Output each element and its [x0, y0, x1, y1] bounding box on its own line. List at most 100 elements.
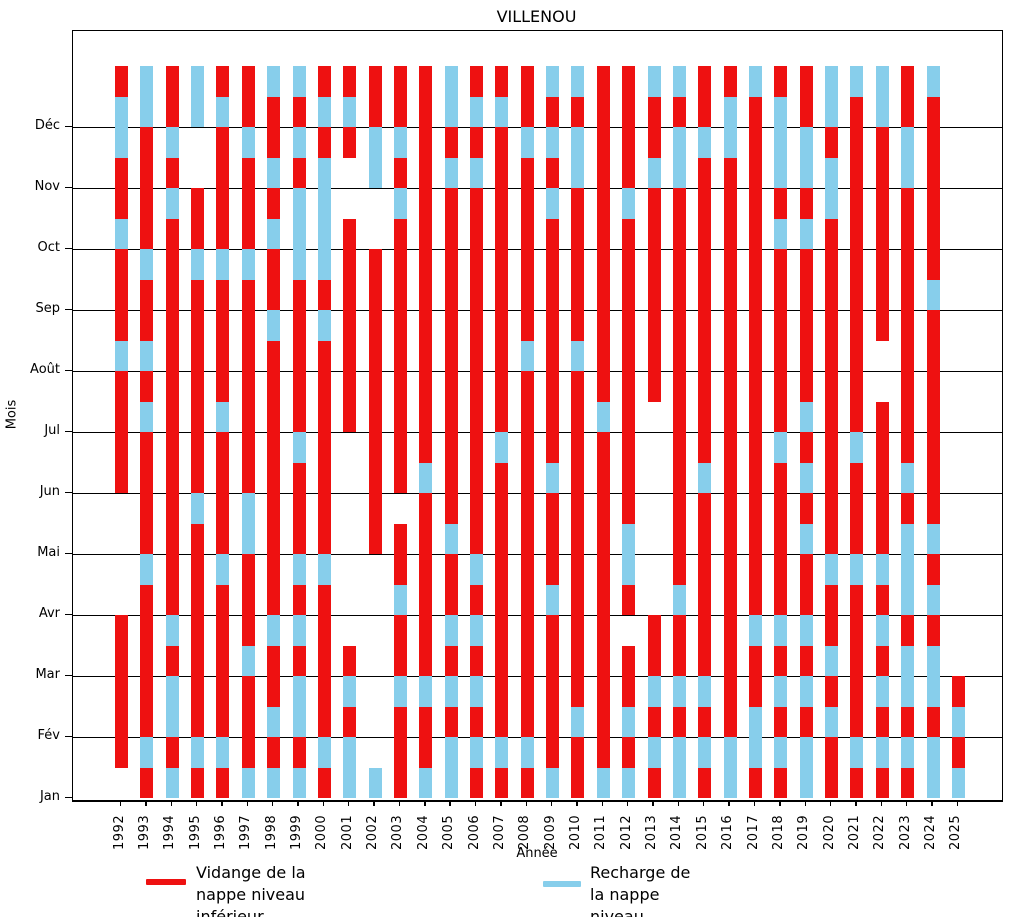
vidange-segment [749, 645, 762, 707]
x-tick [221, 801, 223, 806]
x-tick-label: 2021 [846, 814, 862, 850]
vidange-segment [241, 157, 255, 249]
recharge-segment [850, 554, 864, 585]
x-tick-label: 2022 [872, 814, 888, 850]
vidange-segment [672, 188, 686, 585]
x-tick-label: 2006 [466, 814, 482, 850]
recharge-segment [723, 737, 737, 798]
x-tick [119, 801, 122, 806]
vidange-segment [393, 523, 407, 585]
vidange-segment [393, 615, 407, 676]
recharge-segment [749, 66, 762, 97]
vidange-segment [850, 96, 864, 432]
y-tick [65, 613, 72, 615]
recharge-segment [241, 249, 255, 280]
vidange-segment [546, 157, 560, 188]
recharge-segment [622, 523, 636, 585]
vidange-segment [799, 706, 813, 737]
vidange-segment [774, 767, 788, 798]
recharge-segment [799, 676, 813, 707]
vidange-segment [647, 96, 661, 158]
vidange-segment [571, 371, 585, 707]
x-tick [931, 801, 933, 806]
recharge-segment [647, 66, 661, 97]
y-tick-label: Jul [44, 423, 60, 438]
recharge-segment [672, 676, 686, 707]
y-tick-label: Jun [39, 484, 60, 499]
recharge-segment [317, 554, 331, 585]
vidange-segment [140, 279, 154, 341]
vidange-segment [393, 66, 407, 127]
x-tick [550, 801, 553, 806]
y-tick-label: Avr [38, 606, 60, 621]
vidange-segment [292, 645, 306, 676]
vidange-segment [292, 96, 306, 127]
y-tick [65, 186, 72, 188]
vidange-segment [115, 615, 128, 768]
vidange-segment [165, 218, 179, 615]
recharge-segment [799, 127, 813, 188]
vidange-segment [647, 615, 661, 676]
vidange-segment [546, 493, 560, 585]
recharge-segment [926, 737, 940, 798]
x-tick [373, 801, 375, 806]
vidange-segment [165, 66, 179, 127]
recharge-segment [647, 157, 661, 188]
vidange-segment [622, 218, 636, 524]
vidange-segment [393, 706, 407, 798]
recharge-segment [520, 340, 534, 371]
vidange-segment [850, 584, 864, 737]
recharge-segment [470, 615, 484, 646]
recharge-segment [267, 615, 281, 646]
recharge-segment [647, 676, 661, 707]
recharge-segment [571, 127, 585, 188]
x-tick-label: 2000 [314, 814, 330, 850]
x-tick-label: 2004 [415, 814, 431, 850]
recharge-segment [393, 127, 407, 158]
recharge-segment [571, 66, 585, 97]
recharge-segment [393, 188, 407, 219]
vidange-segment [216, 279, 230, 402]
x-tick [627, 801, 629, 806]
recharge-segment [368, 767, 382, 798]
recharge-segment [241, 767, 255, 798]
vidange-segment [444, 554, 458, 615]
x-tick [753, 801, 756, 806]
recharge-segment [343, 96, 357, 127]
x-axis-label: Année [516, 846, 558, 861]
vidange-segment [470, 66, 484, 97]
vidange-segment [622, 645, 636, 707]
recharge-segment [622, 706, 636, 737]
vidange-segment [850, 767, 864, 798]
x-tick-label: 2016 [720, 814, 736, 850]
vidange-segment [317, 127, 331, 158]
vidange-segment [165, 737, 179, 768]
vidange-segment [115, 371, 128, 493]
x-tick-label: 2024 [923, 814, 939, 850]
vidange-segment [825, 127, 839, 158]
y-tick [65, 430, 72, 432]
vidange-segment [825, 737, 839, 798]
vidange-segment [191, 523, 205, 737]
recharge-segment [774, 676, 788, 707]
recharge-segment [799, 737, 813, 798]
recharge-segment [393, 676, 407, 707]
month-gridline [73, 127, 1002, 128]
vidange-segment [926, 96, 940, 280]
recharge-segment [115, 340, 128, 371]
recharge-segment [799, 462, 813, 493]
vidange-segment [799, 432, 813, 463]
vidange-segment [622, 66, 636, 188]
legend-vidange-line1: Vidange de la nappe niveau inférieur [196, 863, 306, 917]
vidange-segment [165, 157, 179, 188]
recharge-segment [825, 157, 839, 219]
vidange-segment [470, 188, 484, 554]
vidange-segment [343, 127, 357, 158]
vidange-segment [799, 645, 813, 676]
recharge-segment [419, 767, 433, 798]
recharge-segment [216, 737, 230, 768]
recharge-segment [267, 157, 281, 188]
vidange-segment [520, 767, 534, 798]
vidange-segment [799, 554, 813, 615]
recharge-segment [419, 462, 433, 493]
